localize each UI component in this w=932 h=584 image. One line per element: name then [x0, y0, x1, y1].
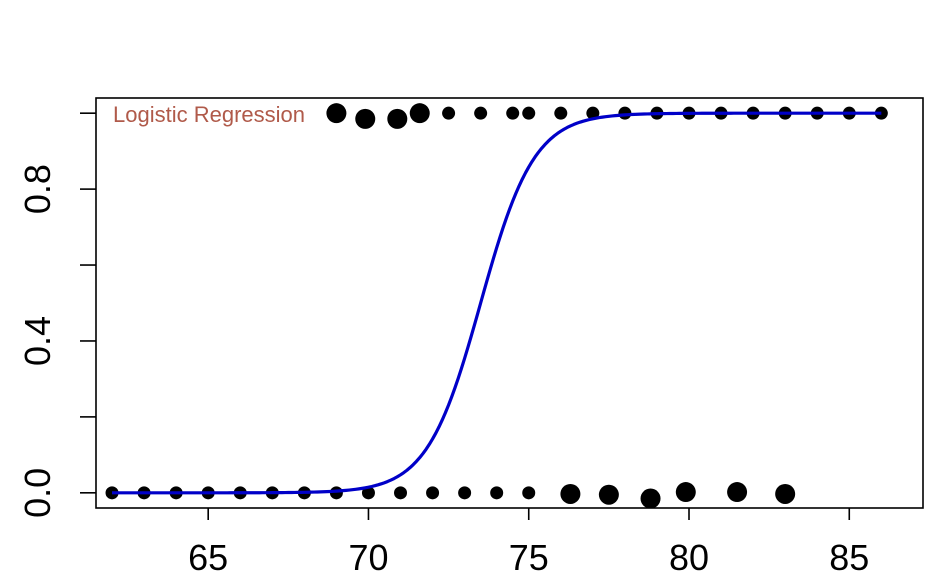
data-point-large	[355, 108, 376, 129]
data-point-large	[640, 488, 661, 509]
plot-box	[95, 97, 924, 509]
data-point-large	[326, 103, 347, 124]
y-tick-label: 0.8	[17, 164, 58, 214]
data-point-large	[775, 483, 796, 504]
data-point	[506, 106, 520, 120]
data-point	[442, 106, 456, 120]
data-points	[105, 103, 888, 509]
data-point-large	[560, 483, 581, 504]
x-tick-label: 70	[348, 537, 388, 578]
data-point	[474, 106, 488, 120]
x-tick-label: 75	[509, 537, 549, 578]
data-point	[394, 486, 408, 500]
x-axis: 65 70 75 80 85	[188, 508, 869, 578]
data-point	[458, 486, 472, 500]
data-point-large	[387, 108, 408, 129]
data-point-large	[598, 484, 619, 505]
fitted-curve-layer	[112, 111, 882, 495]
data-point	[361, 486, 375, 500]
data-point-large	[727, 482, 748, 503]
data-point	[426, 486, 440, 500]
fitted-logistic-curve	[112, 111, 882, 495]
x-tick-label: 65	[188, 537, 228, 578]
data-point-large	[409, 103, 430, 124]
data-point	[554, 106, 568, 120]
data-point	[105, 486, 119, 500]
y-tick-label: 0.4	[17, 316, 58, 366]
data-point-large	[675, 482, 696, 503]
x-tick-label: 85	[829, 537, 869, 578]
y-axis: 0.0 0.4 0.8	[17, 112, 96, 518]
x-tick-label: 80	[669, 537, 709, 578]
data-point	[522, 106, 536, 120]
y-tick-label: 0.0	[17, 468, 58, 518]
plot-annotation: Logistic Regression	[113, 102, 305, 127]
data-point	[490, 486, 504, 500]
data-point	[586, 106, 600, 120]
data-point	[522, 486, 536, 500]
